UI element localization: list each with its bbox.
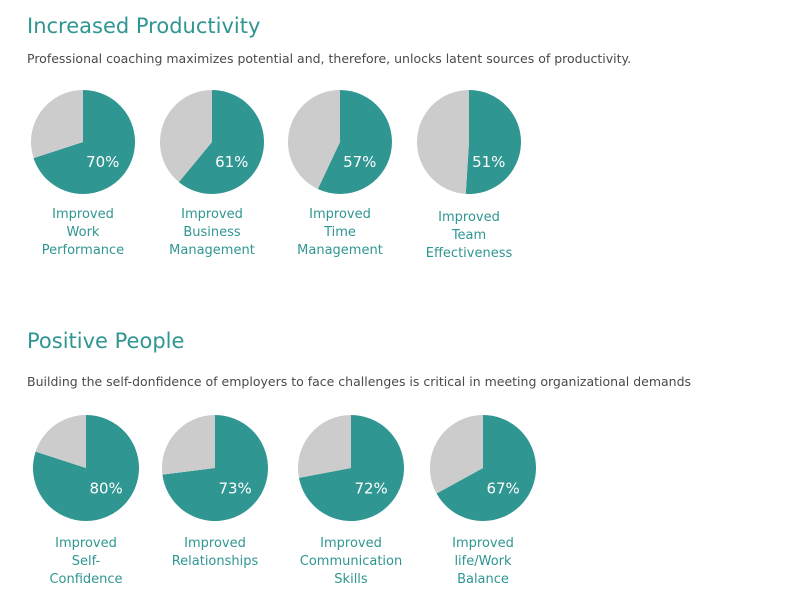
pie-slice-improved (317, 90, 392, 194)
pie-category-label-line: Team (451, 228, 487, 243)
pie-category-label-line: Management (297, 243, 383, 258)
pie-category-label: Improved Business Management (152, 206, 272, 260)
pie-slice-improved (178, 90, 264, 194)
pie-slice-remainder (162, 415, 215, 475)
pie-category-label-line: Effectiveness (425, 246, 513, 261)
pie-slice-remainder (416, 90, 469, 194)
pie-category-label: Improved Communication Skills (291, 535, 411, 589)
pie-category-label-line: Balance (457, 572, 509, 587)
pie-category-label: Improved Work Performance (23, 206, 143, 260)
pie-slice-remainder (430, 415, 483, 494)
pie-category-label-line: Improved (438, 210, 500, 225)
pie-category-label-line: Relationships (171, 554, 259, 569)
pie-slice-remainder (30, 90, 83, 159)
pie-category-label-line: Performance (41, 243, 125, 258)
pie-slice-remainder (35, 415, 86, 468)
pie-value-label: 72% (354, 479, 387, 497)
pie-category-label-line: Self- (71, 554, 101, 569)
pie-category-label-line: Skills (334, 572, 368, 587)
pie-value-label: 61% (215, 153, 248, 171)
pie-slice-remainder (288, 90, 340, 190)
pie-value-label: 57% (343, 153, 376, 171)
pie-value-label: 51% (472, 153, 505, 171)
pie-category-label-line: Improved (452, 536, 514, 551)
pie-category-label-line: Work (66, 225, 100, 240)
section-title-people: Positive People (27, 329, 185, 353)
pie-category-label: Improved Relationships (155, 535, 275, 571)
pie-slice-improved (436, 415, 536, 521)
pie-category-label: Improved life/Work Balance (423, 535, 543, 589)
section-subtitle-people: Building the self-donfidence of employer… (27, 374, 692, 389)
pie-value-label: 73% (218, 479, 251, 497)
pie-category-label: Improved Self- Confidence (26, 535, 146, 589)
pie-category-label-line: Communication (299, 554, 403, 569)
pie-category-label: Improved Time Management (280, 206, 400, 260)
pie-value-label: 67% (486, 479, 519, 497)
pie-category-label-line: Improved (184, 536, 246, 551)
pie-category-label-line: Management (169, 243, 255, 258)
pie-slice-improved (33, 90, 135, 194)
pie-category-label-line: life/Work (454, 554, 512, 569)
pie-chart-6: 73% (162, 415, 268, 521)
pie-category-label-line: Improved (309, 207, 371, 222)
pie-chart-8: 67% (430, 415, 536, 521)
pie-chart-5: 80% (32, 415, 139, 521)
pie-slice-improved (162, 415, 268, 521)
pie-slice-improved (465, 90, 521, 194)
section-subtitle-productivity: Professional coaching maximizes potentia… (27, 51, 632, 66)
pie-slice-improved (32, 415, 139, 521)
pie-value-label: 70% (86, 153, 119, 171)
pie-chart-2: 61% (160, 90, 264, 194)
pie-value-label: 80% (89, 479, 122, 497)
pie-category-label-line: Improved (320, 536, 382, 551)
pie-category-label-line: Confidence (49, 572, 123, 587)
pie-category-label-line: Improved (52, 207, 114, 222)
section-title-productivity: Increased Productivity (27, 14, 261, 38)
pie-category-label-line: Improved (181, 207, 243, 222)
pie-category-label-line: Time (324, 225, 356, 240)
pie-chart-3: 57% (288, 90, 392, 194)
pie-category-label-line: Improved (55, 536, 117, 551)
pie-chart-7: 72% (298, 415, 404, 521)
pie-category-label-line: Business (183, 225, 241, 240)
pie-slice-improved (298, 415, 404, 521)
pie-slice-remainder (298, 415, 351, 478)
pie-slice-remainder (160, 90, 212, 183)
pie-chart-4: 51% (416, 90, 521, 194)
pie-category-label: Improved Team Effectiveness (409, 209, 529, 263)
pie-chart-1: 70% (30, 90, 135, 194)
